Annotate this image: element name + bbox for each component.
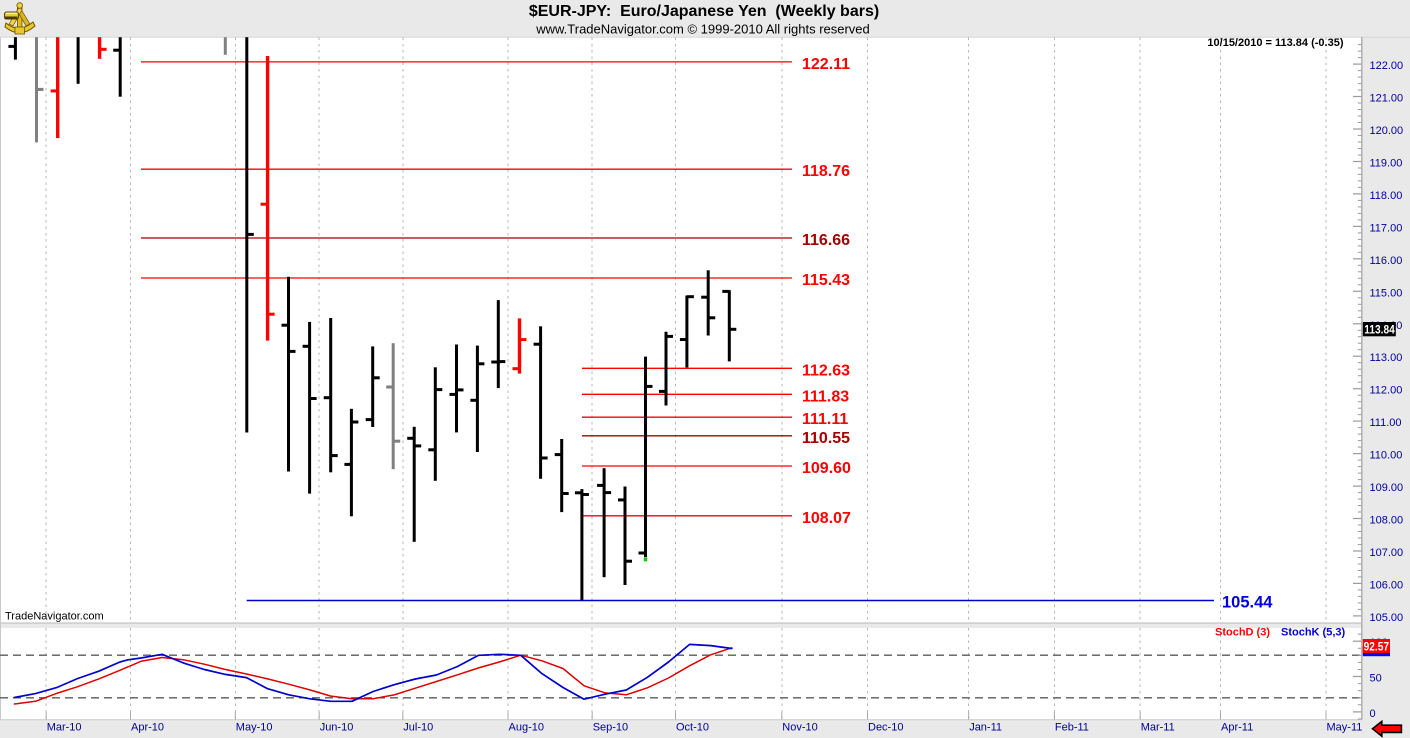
svg-text:111.11: 111.11 (802, 411, 848, 428)
svg-text:92.57: 92.57 (1364, 641, 1390, 653)
svg-text:117.00: 117.00 (1370, 222, 1403, 234)
svg-text:112.63: 112.63 (802, 362, 850, 379)
svg-text:115.00: 115.00 (1370, 287, 1403, 299)
svg-text:Apr-11: Apr-11 (1221, 722, 1253, 734)
svg-text:122.00: 122.00 (1370, 60, 1404, 72)
svg-text:107.00: 107.00 (1370, 547, 1404, 559)
svg-text:50: 50 (1370, 673, 1382, 685)
svg-text:115.43: 115.43 (802, 272, 850, 289)
svg-text:Jun-10: Jun-10 (320, 722, 354, 734)
svg-text:118.76: 118.76 (802, 163, 850, 180)
svg-text:10/15/2010 = 113.84 (-0.35): 10/15/2010 = 113.84 (-0.35) (1207, 37, 1343, 49)
svg-text:120.00: 120.00 (1370, 125, 1404, 137)
svg-text:106.00: 106.00 (1370, 579, 1404, 591)
svg-text:116.66: 116.66 (802, 232, 850, 249)
svg-text:Sep-10: Sep-10 (593, 722, 628, 734)
svg-text:105.44: 105.44 (1222, 594, 1273, 612)
svg-text:Mar-10: Mar-10 (47, 722, 82, 734)
svg-text:112.00: 112.00 (1370, 385, 1403, 397)
svg-text:111.83: 111.83 (802, 388, 849, 405)
svg-text:121.00: 121.00 (1370, 93, 1404, 105)
svg-text:119.00: 119.00 (1370, 158, 1403, 170)
svg-text:Mar-11: Mar-11 (1141, 722, 1175, 734)
svg-text:TradeNavigator.com: TradeNavigator.com (5, 611, 104, 623)
svg-text:Aug-10: Aug-10 (509, 722, 544, 734)
svg-text:111.00: 111.00 (1370, 417, 1402, 429)
svg-text:105.00: 105.00 (1370, 612, 1404, 624)
svg-text:Dec-10: Dec-10 (868, 722, 903, 734)
svg-text:110.55: 110.55 (802, 430, 850, 447)
svg-text:109.60: 109.60 (802, 460, 851, 477)
svg-text:116.00: 116.00 (1370, 255, 1403, 267)
svg-text:Feb-11: Feb-11 (1055, 722, 1089, 734)
svg-text:0: 0 (1370, 708, 1376, 720)
svg-text:122.11: 122.11 (802, 56, 850, 73)
svg-text:$EUR-JPY: Euro/Japanese Yen: $EUR-JPY: Euro/Japanese Yen (Weekly bars… (529, 3, 879, 20)
svg-text:108.00: 108.00 (1370, 515, 1404, 527)
svg-text:113.00: 113.00 (1370, 352, 1403, 364)
svg-text:113.84: 113.84 (1364, 324, 1395, 336)
svg-text:110.00: 110.00 (1370, 450, 1403, 462)
svg-text:StochD (3): StochD (3) (1215, 627, 1270, 639)
svg-text:StochK (5,3): StochK (5,3) (1281, 627, 1346, 639)
svg-text:Oct-10: Oct-10 (676, 722, 709, 734)
svg-text:Apr-10: Apr-10 (131, 722, 164, 734)
svg-text:May-11: May-11 (1327, 722, 1363, 734)
svg-text:Jul-10: Jul-10 (403, 722, 433, 734)
svg-text:Nov-10: Nov-10 (782, 722, 817, 734)
svg-text:Jan-11: Jan-11 (969, 722, 1002, 734)
svg-text:118.00: 118.00 (1370, 190, 1403, 202)
svg-text:109.00: 109.00 (1370, 482, 1404, 494)
svg-text:www.TradeNavigator.com © 1999-: www.TradeNavigator.com © 1999-2010 All r… (535, 22, 870, 37)
svg-text:108.07: 108.07 (802, 510, 851, 527)
svg-text:May-10: May-10 (236, 722, 273, 734)
